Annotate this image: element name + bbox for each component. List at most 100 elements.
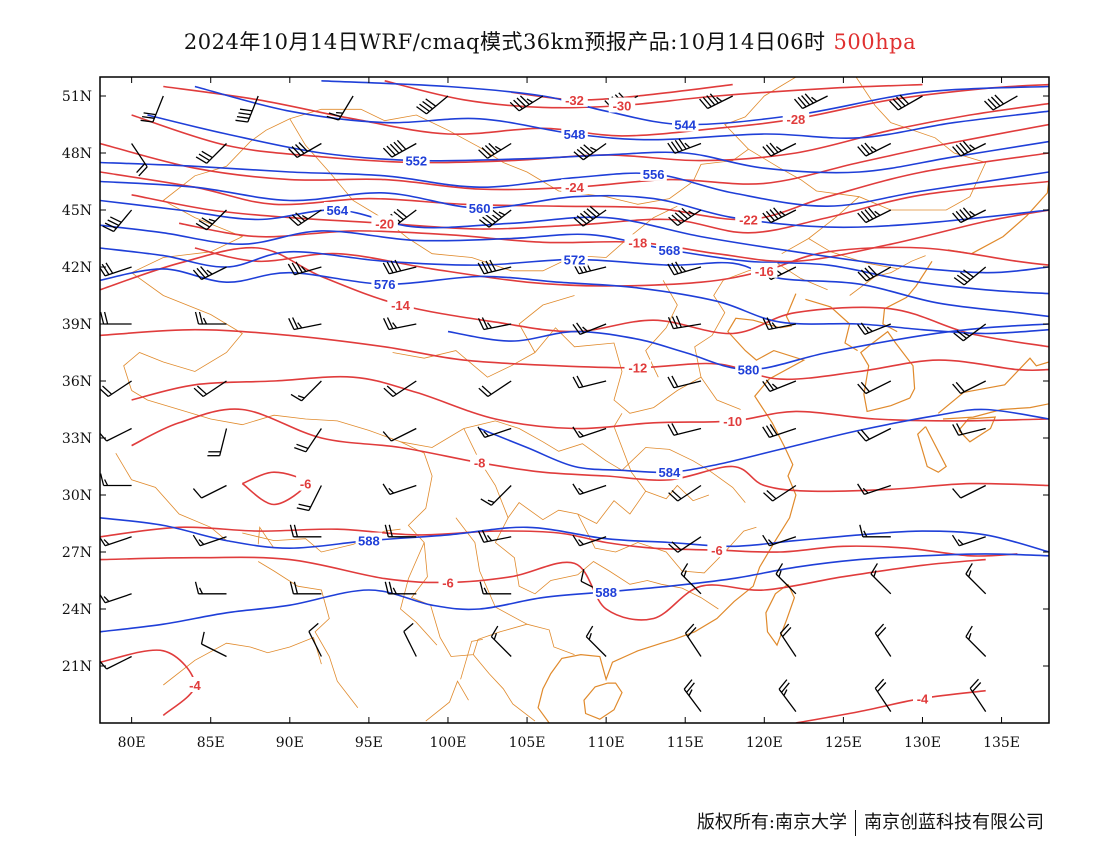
- wind-barb-feather: [762, 381, 771, 392]
- wind-barb-staff: [305, 428, 322, 453]
- wind-barb-feather: [382, 147, 393, 158]
- wind-barb-feather: [239, 108, 253, 112]
- wind-barb-feather: [586, 208, 597, 218]
- wind-barb-feather: [576, 148, 588, 158]
- wind-barb-feather: [775, 563, 784, 575]
- wind-barb: [585, 625, 607, 657]
- wind-barb-feather: [140, 119, 153, 123]
- wind-barb-feather: [963, 332, 970, 337]
- wind-barb-feather: [688, 689, 693, 696]
- wind-barb-feather: [874, 623, 885, 634]
- wind-barb: [195, 209, 227, 231]
- contour-label: 576: [374, 277, 396, 292]
- wind-barb-feather: [668, 216, 679, 226]
- wind-barb-feather: [771, 383, 778, 389]
- wind-barb-staff: [297, 209, 322, 227]
- wind-barb-feather: [483, 430, 489, 437]
- plot-frame: [99, 76, 1050, 724]
- wind-barb-feather: [671, 262, 679, 274]
- wind-barb: [667, 138, 702, 154]
- wind-barb-feather: [291, 262, 299, 274]
- boundary-line: [849, 255, 926, 296]
- wind-barb: [870, 563, 892, 595]
- wind-barb: [953, 323, 987, 342]
- height-contour: [100, 553, 1049, 633]
- wind-barb-feather: [583, 210, 594, 220]
- wind-barb: [779, 623, 797, 657]
- wind-barb-feather: [892, 98, 903, 109]
- height-contour: [147, 114, 1049, 174]
- wind-barb-feather: [667, 263, 675, 276]
- wind-barb: [775, 563, 797, 595]
- wind-barb-feather: [293, 524, 299, 537]
- contour-label: -4: [189, 678, 201, 693]
- wind-barb-feather: [388, 581, 393, 594]
- wind-barb-feather: [952, 212, 962, 223]
- contour-label: 552: [405, 154, 427, 169]
- wind-barb-feather: [480, 498, 492, 506]
- wind-barb-feather: [194, 311, 200, 325]
- wind-barb: [778, 679, 797, 712]
- wind-barb-staff: [674, 142, 702, 154]
- wind-barb-feather: [969, 210, 976, 216]
- wind-barb-feather: [668, 492, 679, 502]
- wind-barb: [857, 380, 892, 395]
- wind-barb: [889, 94, 923, 111]
- wind-barb-feather: [382, 431, 392, 442]
- wind-barb-staff: [772, 484, 797, 502]
- wind-barb: [952, 484, 986, 499]
- wind-barb-feather: [393, 211, 404, 221]
- y-tick-label: 33N: [62, 431, 92, 447]
- contour-label: 588: [358, 534, 380, 549]
- wind-barb-staff: [113, 209, 133, 232]
- wind-barb-staff: [104, 593, 132, 604]
- wind-barb-feather: [403, 622, 414, 632]
- wind-barb-feather: [198, 539, 205, 545]
- wind-barb-staff: [960, 380, 986, 395]
- wind-barb-feather: [867, 265, 878, 276]
- height-contour: [447, 323, 1049, 371]
- wind-barb-feather: [857, 324, 866, 335]
- wind-barb-feather: [953, 277, 965, 286]
- title-text: 2024年10月14日WRF/cmaq模式36km预报产品:10月14日06时: [183, 30, 826, 54]
- wind-barb-feather: [590, 146, 597, 152]
- wind-barb-staff: [864, 323, 892, 336]
- wind-barb-staff: [106, 655, 132, 670]
- wind-barb: [857, 207, 892, 224]
- wind-barb-feather: [238, 112, 251, 116]
- boundary-line: [400, 542, 438, 646]
- wind-barb: [477, 317, 512, 331]
- wind-barb: [100, 380, 132, 398]
- wind-barb-feather: [298, 503, 311, 508]
- wind-barb-feather: [477, 262, 485, 275]
- wind-barb-feather: [762, 318, 770, 330]
- wind-barb: [100, 655, 132, 670]
- wind-barb-feather: [107, 219, 120, 226]
- wind-barb-feather: [192, 269, 202, 280]
- wind-barb-staff: [673, 380, 702, 389]
- wind-barb-feather: [667, 317, 674, 329]
- wind-barb-feather: [987, 98, 997, 109]
- coastline: [583, 682, 623, 720]
- wind-barb-feather: [208, 218, 216, 222]
- wind-barb-feather: [100, 660, 108, 670]
- wind-barb: [102, 209, 133, 233]
- wind-barb-feather: [516, 97, 527, 108]
- x-tick-label: 80E: [118, 735, 146, 751]
- wind-barb-feather: [101, 263, 110, 275]
- wind-barb-feather: [969, 144, 976, 150]
- wind-barb-feather: [578, 539, 584, 545]
- wind-barb-staff: [201, 643, 227, 658]
- contour-label-bg: [735, 211, 762, 227]
- wind-barb-feather: [965, 563, 973, 575]
- wind-barb-staff: [308, 631, 322, 657]
- wind-barb-staff: [778, 688, 797, 712]
- wind-barb-feather: [494, 145, 502, 151]
- wind-barb: [763, 484, 797, 502]
- wind-barb-feather: [336, 111, 343, 114]
- wind-barb: [289, 524, 322, 538]
- wind-barb-feather: [193, 387, 204, 397]
- wind-barb-staff: [104, 536, 132, 547]
- wind-barb-feather: [143, 112, 156, 116]
- wind-barb-staff: [578, 266, 607, 275]
